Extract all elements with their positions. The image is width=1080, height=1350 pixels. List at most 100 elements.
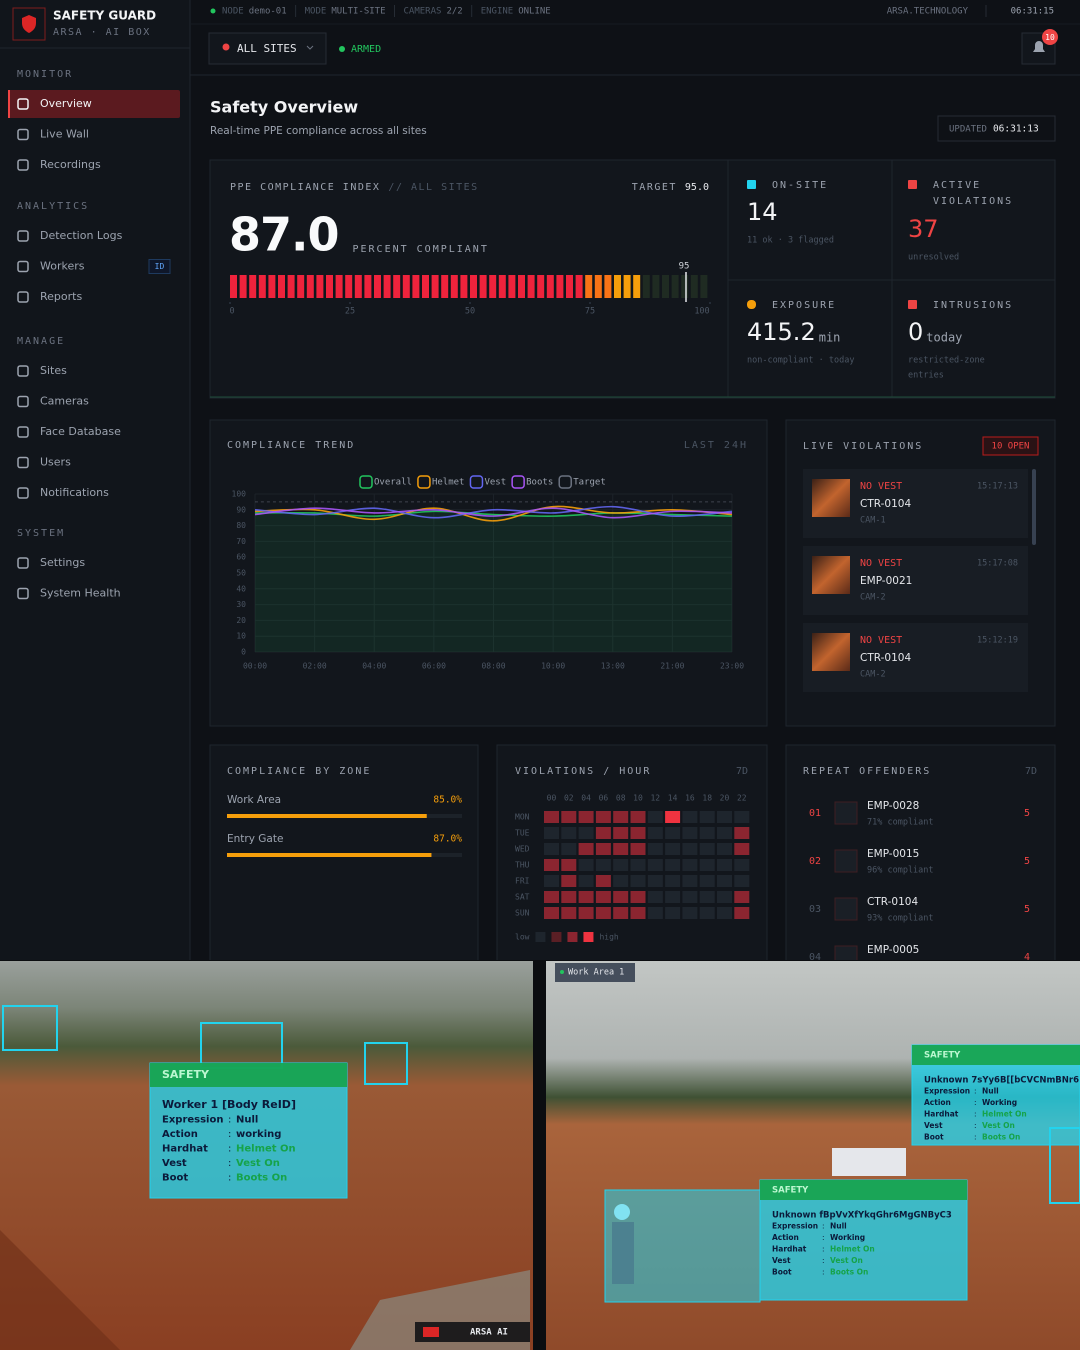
- stat-label: VIOLATIONS: [933, 196, 1013, 207]
- target-label: TARGET: [632, 182, 677, 193]
- card-title: COMPLIANCE BY ZONE: [227, 766, 371, 777]
- gauge-segment: [585, 275, 593, 298]
- brand-subtitle: ARSA · AI BOX: [53, 27, 151, 38]
- card-title: COMPLIANCE TREND: [227, 440, 355, 451]
- heat-cell: [578, 827, 594, 839]
- stat-sub: 11 ok · 3 flagged: [747, 236, 834, 246]
- gauge-segment: [306, 275, 314, 298]
- nav-item[interactable]: Recordings: [40, 158, 101, 171]
- sidebar: [0, 0, 190, 960]
- compliance-unit: PERCENT COMPLIANT: [353, 244, 489, 255]
- gauge-segment: [383, 275, 391, 298]
- overlay-key: Action: [924, 1098, 951, 1107]
- nav-item[interactable]: Detection Logs: [40, 229, 123, 242]
- x-tick-label: 00:00: [243, 662, 267, 671]
- heat-cell: [561, 891, 577, 903]
- heat-cell: [544, 907, 559, 919]
- armed-dot: [339, 46, 345, 52]
- nav-item[interactable]: Sites: [40, 364, 67, 377]
- day-label: FRI: [515, 877, 530, 886]
- day-label: TUE: [515, 829, 530, 838]
- heat-cell: [630, 859, 646, 871]
- heat-cell: [717, 859, 732, 871]
- y-tick-label: 20: [236, 616, 246, 625]
- card-range: 7D: [736, 766, 748, 777]
- gauge-segment: [527, 275, 535, 298]
- heat-cell: [613, 811, 629, 823]
- day-label: SAT: [515, 893, 530, 902]
- legend-swatch: [469, 475, 484, 489]
- site-selector[interactable]: [208, 32, 327, 65]
- heat-cell: [665, 907, 681, 919]
- stat-sub: non-compliant · today: [747, 356, 854, 366]
- nav-item[interactable]: Overview: [40, 97, 92, 110]
- overlay-separator: :: [974, 1110, 977, 1119]
- overlay-key: Expression: [162, 1115, 223, 1126]
- nav-item[interactable]: Reports: [40, 290, 82, 303]
- overlay-key: Action: [162, 1129, 198, 1140]
- nav-item[interactable]: System Health: [40, 587, 121, 600]
- heat-cell: [682, 843, 698, 855]
- heat-cell: [717, 827, 732, 839]
- violation-thumb: [812, 556, 850, 594]
- legend-high: high: [599, 933, 618, 942]
- open-badge: [982, 436, 1039, 456]
- gauge-segment: [258, 275, 266, 298]
- tag-bg: [555, 963, 635, 982]
- heat-cell: [613, 843, 629, 855]
- nav-item[interactable]: Workers: [40, 260, 85, 273]
- y-tick-label: 10: [236, 632, 246, 641]
- terrain: [0, 1230, 120, 1350]
- heat-cell: [561, 907, 577, 919]
- heat-cell: [561, 811, 577, 823]
- nav-icon: [17, 365, 29, 377]
- heat-cell: [595, 843, 611, 855]
- heat-cell: [647, 907, 663, 919]
- watermark: ARSA AI: [470, 1328, 508, 1338]
- heat-cell: [544, 859, 559, 871]
- overlay-value: Helmet On: [236, 1144, 296, 1155]
- nav-item[interactable]: Live Wall: [40, 128, 89, 141]
- overlay-key: Boot: [924, 1133, 944, 1142]
- nav-item[interactable]: Notifications: [40, 486, 109, 499]
- x-tick-label: 23:00: [720, 662, 744, 671]
- nav-item[interactable]: Cameras: [40, 395, 89, 408]
- overlay-separator: :: [228, 1158, 231, 1169]
- offender-avatar: [834, 897, 858, 921]
- violation-type: NO VEST: [860, 635, 902, 646]
- nav-accent: [8, 90, 10, 118]
- zone-bar: [227, 814, 427, 818]
- stat-icon: [747, 180, 756, 189]
- offender-rank: 04: [809, 952, 821, 963]
- overlay-value: Null: [236, 1115, 258, 1126]
- heat-cell: [544, 811, 559, 823]
- nav-icon: [17, 426, 29, 438]
- stat-sub: entries: [908, 371, 944, 381]
- gauge-segment: [460, 275, 468, 298]
- nav-item[interactable]: Face Database: [40, 425, 121, 438]
- violation-time: 15:17:08: [977, 559, 1018, 569]
- violation-camera: CAM-1: [860, 516, 886, 526]
- gauge-segment: [498, 275, 506, 298]
- stat-value: 14: [747, 198, 778, 226]
- legend-label: Helmet: [432, 478, 465, 488]
- nav-item[interactable]: Settings: [40, 556, 85, 569]
- heat-cell: [717, 843, 732, 855]
- logo: [12, 7, 46, 41]
- gauge-segment: [345, 275, 353, 298]
- y-tick-label: 60: [236, 553, 246, 562]
- overlay-header: [150, 1063, 347, 1087]
- overlay-header: [760, 1180, 967, 1200]
- heat-cell: [734, 875, 750, 887]
- logo-shield: [22, 15, 36, 33]
- nav-icon: [17, 395, 29, 408]
- gauge-segment: [393, 275, 401, 298]
- violation-thumb: [812, 633, 850, 671]
- offender-count: 5: [1024, 808, 1030, 819]
- gauge-segment: [374, 275, 381, 298]
- overlay-value: Helmet On: [830, 1245, 875, 1254]
- nav-item[interactable]: Users: [40, 456, 71, 469]
- gauge-segment: [566, 275, 573, 298]
- overlay-separator: :: [228, 1129, 231, 1140]
- stat-unit: min: [819, 331, 841, 345]
